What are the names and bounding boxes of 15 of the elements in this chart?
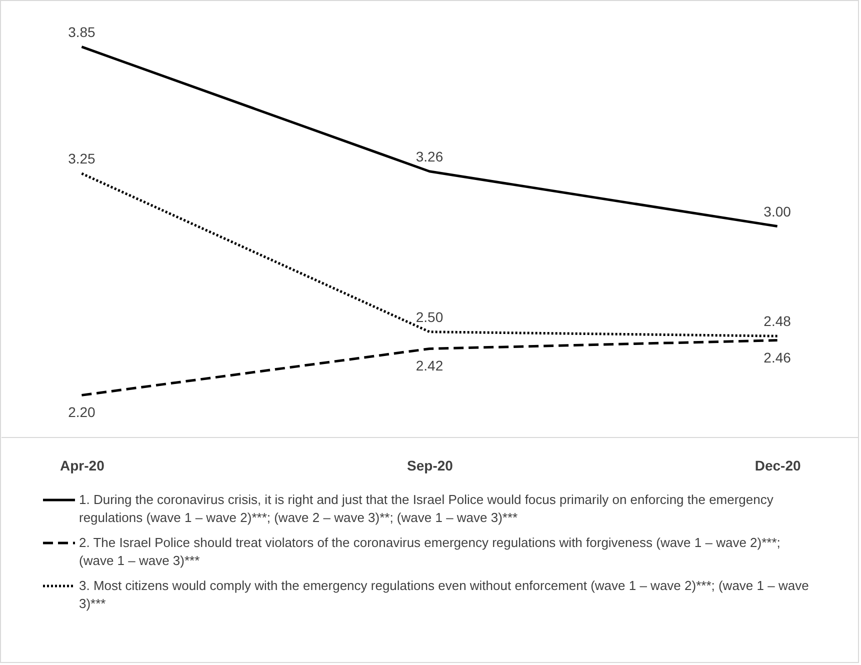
x-tick-label: Dec-20 xyxy=(754,458,801,474)
data-label: 2.20 xyxy=(68,404,96,420)
x-tick-label: Apr-20 xyxy=(60,458,105,474)
data-label: 3.25 xyxy=(68,150,96,166)
text: 2. The Israel Police should treat violators of the coronavirus emergency regulations with forgiveness (wave 1 – wave 2)***; (wave 1 – wave 3)*** xyxy=(79,535,780,568)
data-label: 2.48 xyxy=(764,313,792,330)
data-label: 2.46 xyxy=(764,349,792,366)
x-tick-label: Sep-20 xyxy=(407,458,454,474)
text: 3. Most citizens would comply with the emergency regulations even without enforcement (wave 1 – wave 2)***; (wave 1 – wave 3)*** xyxy=(79,578,809,611)
data-label: 3.00 xyxy=(764,203,792,220)
legend-label: 1. During the coronavirus crisis, it is right and just that the Israel Police would focus primarily on enforcing the emergency regulations (wave 1 – wave 2)***; (wave 2 – wave 3)**; (wave 1 – wave 3)*** xyxy=(79,491,774,526)
data-label: 3.26 xyxy=(416,148,444,164)
data-label: 2.42 xyxy=(416,358,444,374)
data-label: 3.85 xyxy=(68,24,96,40)
data-label: 2.50 xyxy=(416,308,444,325)
